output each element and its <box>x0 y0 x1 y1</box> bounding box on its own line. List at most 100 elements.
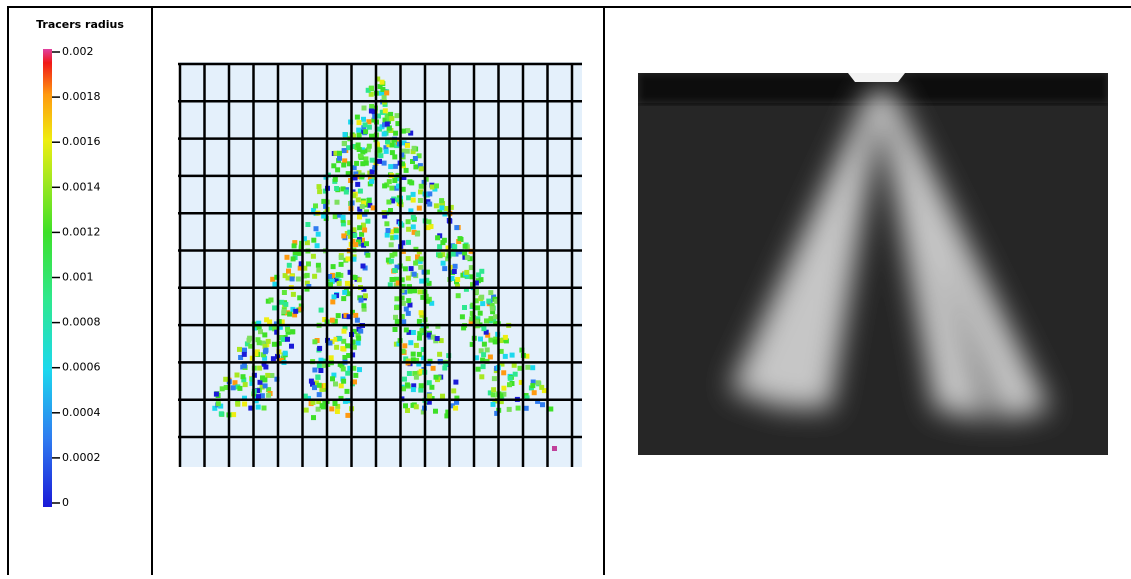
tracer <box>369 179 374 184</box>
tracer <box>242 352 247 357</box>
tracer <box>269 298 274 303</box>
tracer <box>237 386 242 391</box>
tracer <box>333 401 338 406</box>
tracer <box>330 318 335 323</box>
tracer <box>481 364 486 369</box>
tracer <box>417 352 422 357</box>
tracer <box>216 401 221 406</box>
tracer <box>411 224 416 229</box>
tracer <box>488 355 493 360</box>
tracer <box>390 143 395 148</box>
tracer <box>293 309 298 314</box>
tracer <box>292 243 297 248</box>
spray-photo <box>638 73 1108 455</box>
tracer <box>312 368 317 373</box>
tracer <box>419 166 424 171</box>
tracer <box>311 254 316 259</box>
tracer <box>305 222 310 227</box>
tracer <box>394 228 399 233</box>
colorbar-title: Tracers radius <box>36 18 124 31</box>
tracer <box>427 394 432 399</box>
tracer <box>453 380 458 385</box>
tracer <box>339 262 344 267</box>
tracer <box>306 261 311 266</box>
tracer <box>258 380 263 385</box>
tracer <box>480 301 485 306</box>
tracer <box>312 339 317 344</box>
tracer <box>256 337 261 342</box>
tracer <box>361 117 366 122</box>
tracer <box>481 326 486 331</box>
tracer <box>464 270 469 275</box>
tracer <box>358 189 363 194</box>
tracer <box>434 203 439 208</box>
tracer <box>442 266 447 271</box>
tracer <box>417 336 422 341</box>
tracer <box>456 293 461 298</box>
tracer <box>264 348 269 353</box>
tracer <box>317 184 322 189</box>
tracer <box>353 373 358 378</box>
tracer <box>317 383 322 388</box>
tracer <box>341 379 346 384</box>
tracer <box>356 336 361 341</box>
tracer <box>419 256 424 261</box>
tracer <box>343 132 348 137</box>
tracer <box>387 179 392 184</box>
tracer <box>345 413 350 418</box>
tracer <box>315 243 320 248</box>
tracer <box>418 388 423 393</box>
tracer <box>462 305 467 310</box>
tracer <box>355 115 360 120</box>
tracer <box>337 151 342 156</box>
tracer <box>476 367 481 372</box>
tracer <box>411 192 416 197</box>
tracer <box>341 233 346 238</box>
tracer <box>382 183 387 188</box>
tracer <box>390 277 395 282</box>
tracer <box>311 238 316 243</box>
tracer <box>419 383 424 388</box>
tracer <box>392 252 397 257</box>
tracer <box>318 368 323 373</box>
tracer <box>392 154 397 159</box>
tracer <box>262 332 267 337</box>
tracer <box>395 113 400 118</box>
tracer <box>525 365 530 370</box>
tracer <box>492 376 497 381</box>
tracer <box>266 339 271 344</box>
tracer <box>408 303 413 308</box>
tick-label: 0.0008 <box>62 316 101 329</box>
tracer <box>356 128 361 133</box>
tracer <box>460 314 465 319</box>
tracer <box>342 141 347 146</box>
tick-label: 0.0016 <box>62 135 101 148</box>
tracer <box>333 214 338 219</box>
tracer <box>427 202 432 207</box>
tracer <box>335 200 340 205</box>
tracer <box>340 346 345 351</box>
tracer <box>389 242 394 247</box>
tracer <box>317 392 322 397</box>
tracer <box>488 290 493 295</box>
tracer <box>453 406 458 411</box>
tracer <box>385 139 390 144</box>
tracer <box>427 380 432 385</box>
tracer <box>337 281 342 286</box>
tracer <box>331 264 336 269</box>
tracer <box>411 198 416 203</box>
tracer <box>286 269 291 274</box>
tracer <box>392 178 397 183</box>
tracer <box>394 235 399 240</box>
tracer <box>405 128 410 133</box>
tracer <box>256 394 261 399</box>
tracer <box>296 277 301 282</box>
tracer <box>406 298 411 303</box>
tracer <box>357 147 362 152</box>
tracer <box>341 296 346 301</box>
tracer <box>508 376 513 381</box>
tracer <box>330 299 335 304</box>
tracer <box>317 346 322 351</box>
tracer <box>431 366 436 371</box>
tracer <box>319 308 324 313</box>
